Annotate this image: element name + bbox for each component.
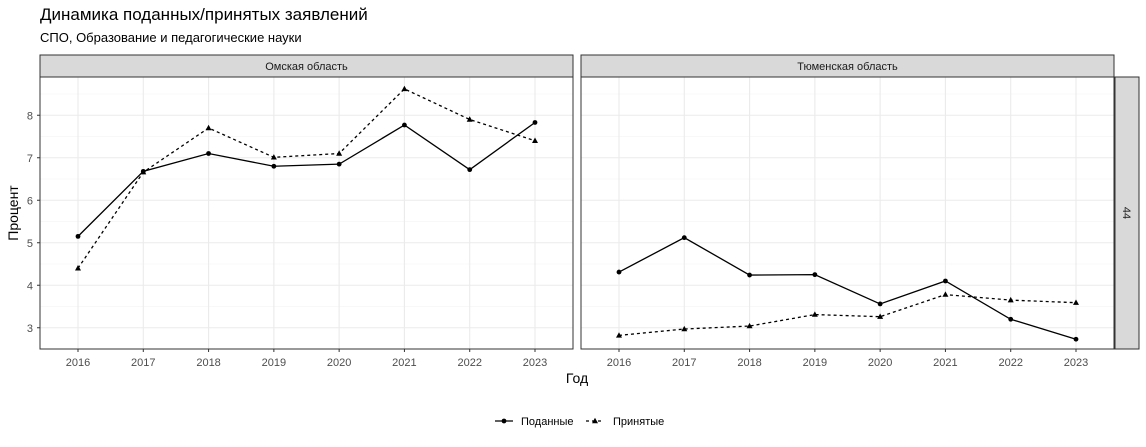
data-point <box>681 325 688 332</box>
data-point <box>943 278 948 284</box>
data-point <box>402 122 407 128</box>
x-tick-label: 2021 <box>933 357 957 369</box>
x-tick-label: 2022 <box>457 357 481 369</box>
legend-label: Принятые <box>613 416 664 428</box>
data-point <box>466 116 473 122</box>
x-tick-label: 2017 <box>131 357 155 369</box>
data-point <box>75 233 81 239</box>
x-tick-label: 2019 <box>803 357 827 369</box>
data-point <box>942 291 949 297</box>
data-point <box>877 313 884 319</box>
x-axis-title: Год <box>566 370 588 386</box>
data-point <box>336 161 342 167</box>
y-tick-label: 4 <box>27 280 33 292</box>
data-point <box>1007 296 1014 303</box>
data-point <box>532 137 538 143</box>
x-tick-label: 2022 <box>998 357 1022 369</box>
x-tick-label: 2023 <box>1064 357 1088 369</box>
data-point <box>205 124 212 131</box>
x-tick-label: 2019 <box>262 357 286 369</box>
data-point <box>681 235 687 241</box>
data-point <box>812 272 818 278</box>
legend-key-marker <box>501 418 507 424</box>
data-point <box>270 154 277 160</box>
series-line-prinyatye <box>618 293 1077 337</box>
data-point <box>467 167 473 173</box>
data-point <box>747 272 752 278</box>
data-point <box>1008 316 1014 322</box>
y-tick-label: 8 <box>27 110 33 122</box>
y-tick-label: 7 <box>27 153 33 165</box>
panel-border <box>580 76 1115 350</box>
data-point <box>206 151 211 156</box>
panel-background <box>581 77 1114 349</box>
panel-background <box>40 77 573 349</box>
x-tick-label: 2018 <box>737 357 761 369</box>
series-line-podannye <box>77 121 536 237</box>
y-tick-label: 5 <box>27 238 33 250</box>
x-tick-label: 2023 <box>523 357 547 369</box>
facet-strip-right <box>1114 76 1140 350</box>
data-point <box>532 120 538 125</box>
x-tick-label: 2016 <box>66 357 90 369</box>
chart-subtitle: СПО, Образование и педагогические науки <box>40 30 302 45</box>
data-point <box>140 169 147 175</box>
data-point <box>616 269 622 275</box>
x-tick-label: 2021 <box>392 357 416 369</box>
data-point <box>616 332 622 338</box>
x-tick-label: 2016 <box>607 357 631 369</box>
y-tick-label: 3 <box>27 323 33 335</box>
chart-title: Динамика поданных/принятых заявлений <box>40 5 368 24</box>
data-point <box>336 150 343 156</box>
facet-label: Омская область <box>265 61 348 73</box>
data-point <box>746 322 753 329</box>
data-point <box>877 301 883 307</box>
data-point <box>1073 336 1079 342</box>
x-tick-label: 2017 <box>672 357 696 369</box>
data-point <box>1073 299 1079 305</box>
data-point <box>401 85 408 92</box>
series-line-podannye <box>618 236 1077 340</box>
data-point <box>75 265 81 271</box>
facet-strip-right-label: 44 <box>1120 207 1132 219</box>
y-tick-label: 6 <box>27 195 33 207</box>
x-tick-label: 2020 <box>327 357 351 369</box>
facet-label: Тюменская область <box>797 61 898 73</box>
x-tick-label: 2020 <box>868 357 892 369</box>
data-point <box>811 311 818 317</box>
legend-label: Поданные <box>521 416 574 428</box>
x-tick-label: 2018 <box>196 357 220 369</box>
y-axis-title: Процент <box>5 185 21 241</box>
data-point <box>271 163 277 169</box>
panel-border <box>39 76 574 350</box>
legend-key-marker <box>592 417 598 424</box>
